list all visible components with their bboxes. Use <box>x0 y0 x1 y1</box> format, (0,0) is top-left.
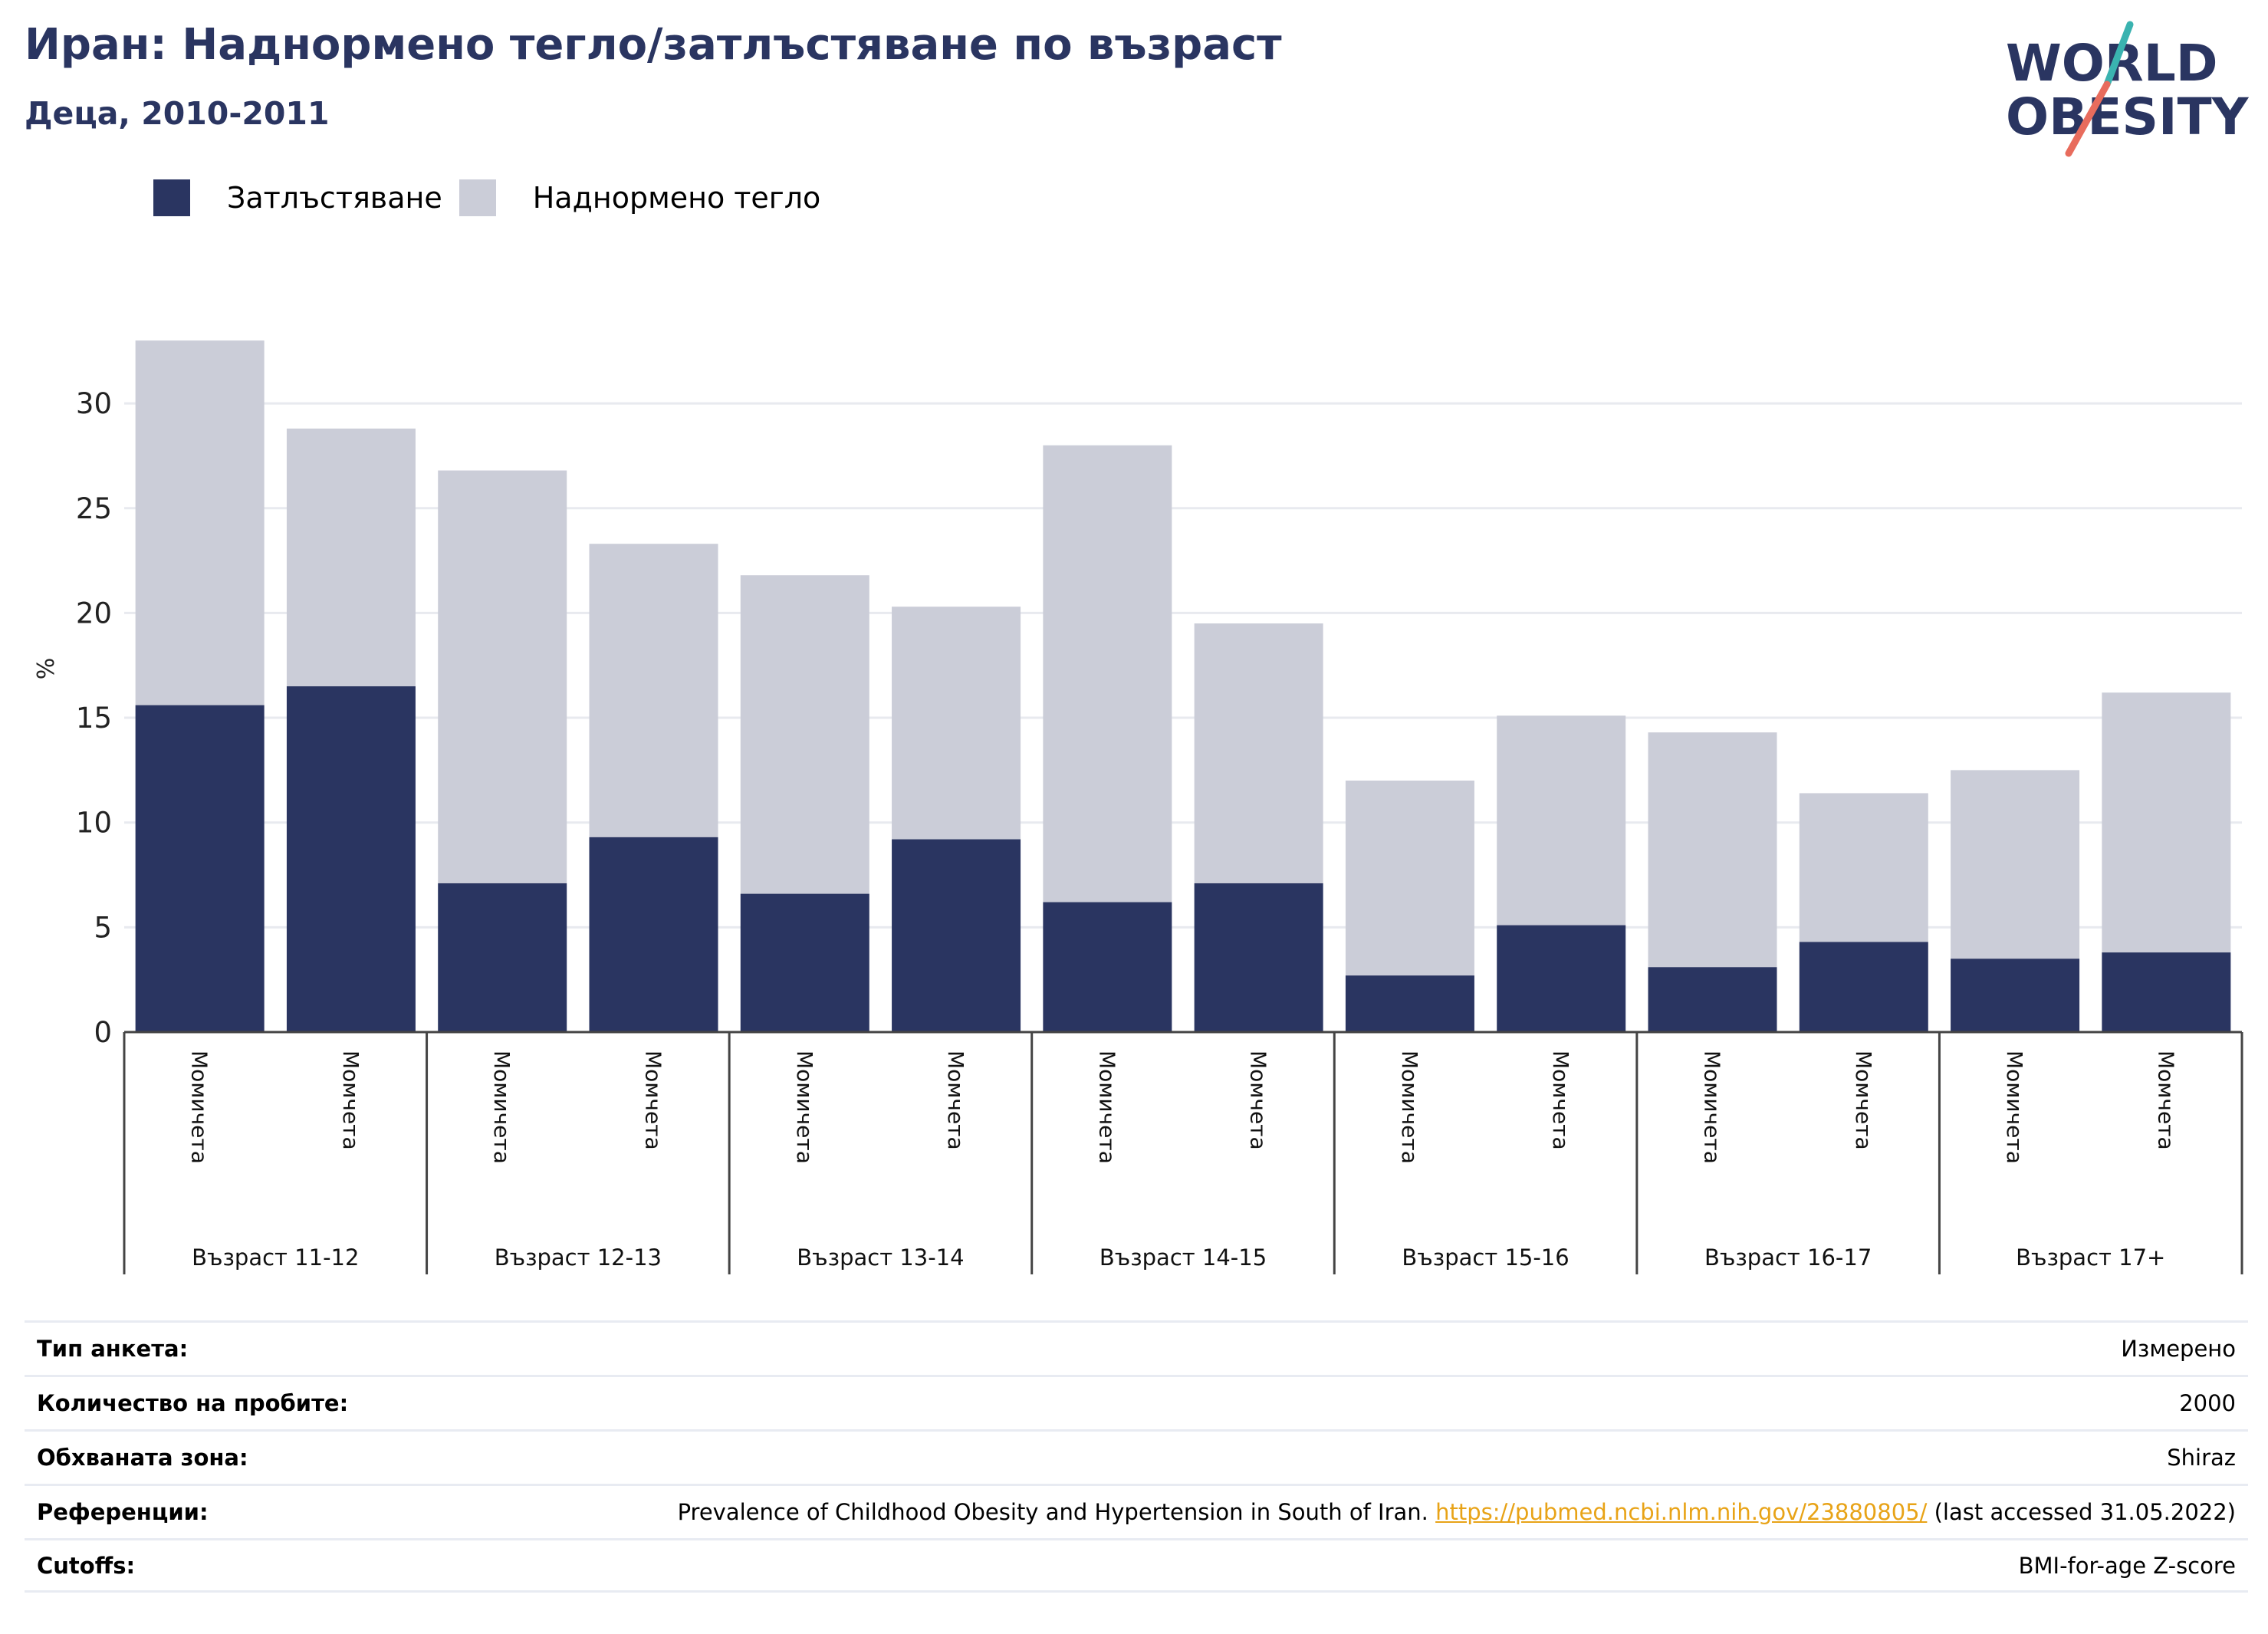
overweight-bar <box>1345 781 1474 976</box>
x-category-label: Момичета <box>1700 1050 1725 1164</box>
x-group-label: Възраст 15-16 <box>1402 1244 1569 1271</box>
chart-legend: Затлъстяване Наднормено тегло <box>153 176 837 219</box>
survey-info-table: Тип анкета: Измерено Количество на проби… <box>25 1320 2248 1593</box>
x-category-label: Момичета <box>1094 1050 1119 1164</box>
legend-swatch-obesity <box>153 179 190 216</box>
stacked-bar-chart: 0 5 10 15 20 25 30% Момичета Момчета Момичета Момч… <box>33 340 2243 1274</box>
obesity-bar <box>1194 883 1323 1032</box>
logo-word-obesity: OBESITY <box>2006 87 2250 146</box>
overweight-bar <box>286 428 416 687</box>
references-value: Prevalence of Childhood Obesity and Hype… <box>678 1499 2236 1525</box>
obesity-bar <box>1497 925 1626 1032</box>
overweight-bar <box>1799 793 1928 942</box>
y-tick-label: 25 <box>76 492 112 525</box>
cutoffs-label: Cutoffs: <box>37 1552 136 1579</box>
x-category-label: Момчета <box>1548 1050 1573 1150</box>
y-tick-label: 15 <box>76 702 112 735</box>
survey-type-label: Тип анкета: <box>37 1336 189 1362</box>
references-label: Референции: <box>37 1499 209 1525</box>
obesity-bar <box>438 883 567 1032</box>
overweight-bar <box>1951 770 2080 959</box>
obesity-bar <box>1648 967 1777 1032</box>
y-tick-label: 10 <box>76 807 112 840</box>
overweight-bar <box>1497 715 1626 925</box>
x-category-label: Момичета <box>187 1050 212 1164</box>
x-category-label: Момчета <box>2153 1050 2178 1150</box>
logo-slash-coral <box>2065 81 2111 157</box>
x-category-label: Момчета <box>943 1050 968 1150</box>
y-axis-label: % <box>33 658 60 680</box>
obesity-bar <box>286 686 416 1032</box>
area-row: Обхваната зона: Shiraz <box>25 1429 2248 1484</box>
obesity-bar <box>892 839 1021 1032</box>
obesity-bar <box>1043 902 1172 1032</box>
x-category-label: Момчета <box>338 1050 363 1150</box>
obesity-bar <box>740 893 869 1032</box>
reference-link[interactable]: https://pubmed.ncbi.nlm.nih.gov/23880805… <box>1435 1499 1928 1525</box>
overweight-bar <box>1194 623 1323 883</box>
chart-subtitle: Деца, 2010-2011 <box>25 95 330 132</box>
cutoffs-value: BMI-for-age Z-score <box>2018 1552 2236 1579</box>
overweight-bar <box>1043 445 1172 902</box>
overweight-bar <box>892 607 1021 840</box>
x-category-label: Момичета <box>1397 1050 1422 1164</box>
reference-accessed: (last accessed 31.05.2022) <box>1927 1499 2236 1525</box>
obesity-bar <box>1951 958 2080 1032</box>
legend-item-obesity: Затлъстяване <box>153 179 442 216</box>
overweight-bar <box>740 575 869 894</box>
world-obesity-logo: WORLD OBESITY <box>2006 21 2250 157</box>
legend-item-overweight: Наднормено тегло <box>459 179 821 216</box>
overweight-bar <box>2102 692 2231 953</box>
x-category-label: Момчета <box>1246 1050 1271 1150</box>
legend-label-obesity: Затлъстяване <box>227 181 442 215</box>
x-group-label: Възраст 14-15 <box>1099 1244 1267 1271</box>
obesity-bar <box>135 705 265 1032</box>
area-label: Обхваната зона: <box>37 1445 248 1471</box>
obesity-bar <box>589 837 718 1032</box>
sample-size-label: Количество на пробите: <box>37 1390 349 1416</box>
y-tick-label: 30 <box>76 387 112 420</box>
x-group-label: Възраст 16-17 <box>1704 1244 1872 1271</box>
area-value: Shiraz <box>2167 1445 2236 1471</box>
legend-label-overweight: Наднормено тегло <box>532 181 821 215</box>
overweight-bar <box>135 340 265 705</box>
survey-type-row: Тип анкета: Измерено <box>25 1320 2248 1375</box>
x-category-label: Момичета <box>792 1050 817 1164</box>
sample-size-value: 2000 <box>2179 1390 2236 1416</box>
logo-slash-teal <box>2103 21 2134 88</box>
overweight-bar <box>1648 732 1777 968</box>
x-category-label: Момчета <box>1851 1050 1876 1150</box>
obesity-bar <box>1345 975 1474 1032</box>
survey-type-value: Измерено <box>2121 1336 2236 1362</box>
legend-swatch-overweight <box>459 179 496 216</box>
cutoffs-row: Cutoffs: BMI-for-age Z-score <box>25 1538 2248 1593</box>
chart-title: Иран: Наднормено тегло/затлъстяване по в… <box>25 20 1282 70</box>
y-tick-label: 5 <box>94 911 112 944</box>
x-category-label: Момичета <box>489 1050 514 1164</box>
obesity-bar <box>1799 942 1928 1032</box>
x-group-label: Възраст 13-14 <box>797 1244 964 1271</box>
x-group-label: Възраст 17+ <box>2016 1244 2165 1271</box>
x-group-label: Възраст 11-12 <box>192 1244 359 1271</box>
sample-size-row: Количество на пробите: 2000 <box>25 1375 2248 1429</box>
overweight-bar <box>589 544 718 837</box>
obesity-bar <box>2102 952 2231 1032</box>
x-group-label: Възраст 12-13 <box>495 1244 662 1271</box>
reference-title: Prevalence of Childhood Obesity and Hype… <box>677 1499 1436 1525</box>
y-tick-label: 0 <box>94 1016 112 1049</box>
x-category-label: Момчета <box>641 1050 666 1150</box>
overweight-bar <box>438 470 567 883</box>
x-category-label: Момичета <box>2002 1050 2027 1164</box>
references-row: Референции: Prevalence of Childhood Obes… <box>25 1484 2248 1538</box>
y-tick-label: 20 <box>76 597 112 630</box>
